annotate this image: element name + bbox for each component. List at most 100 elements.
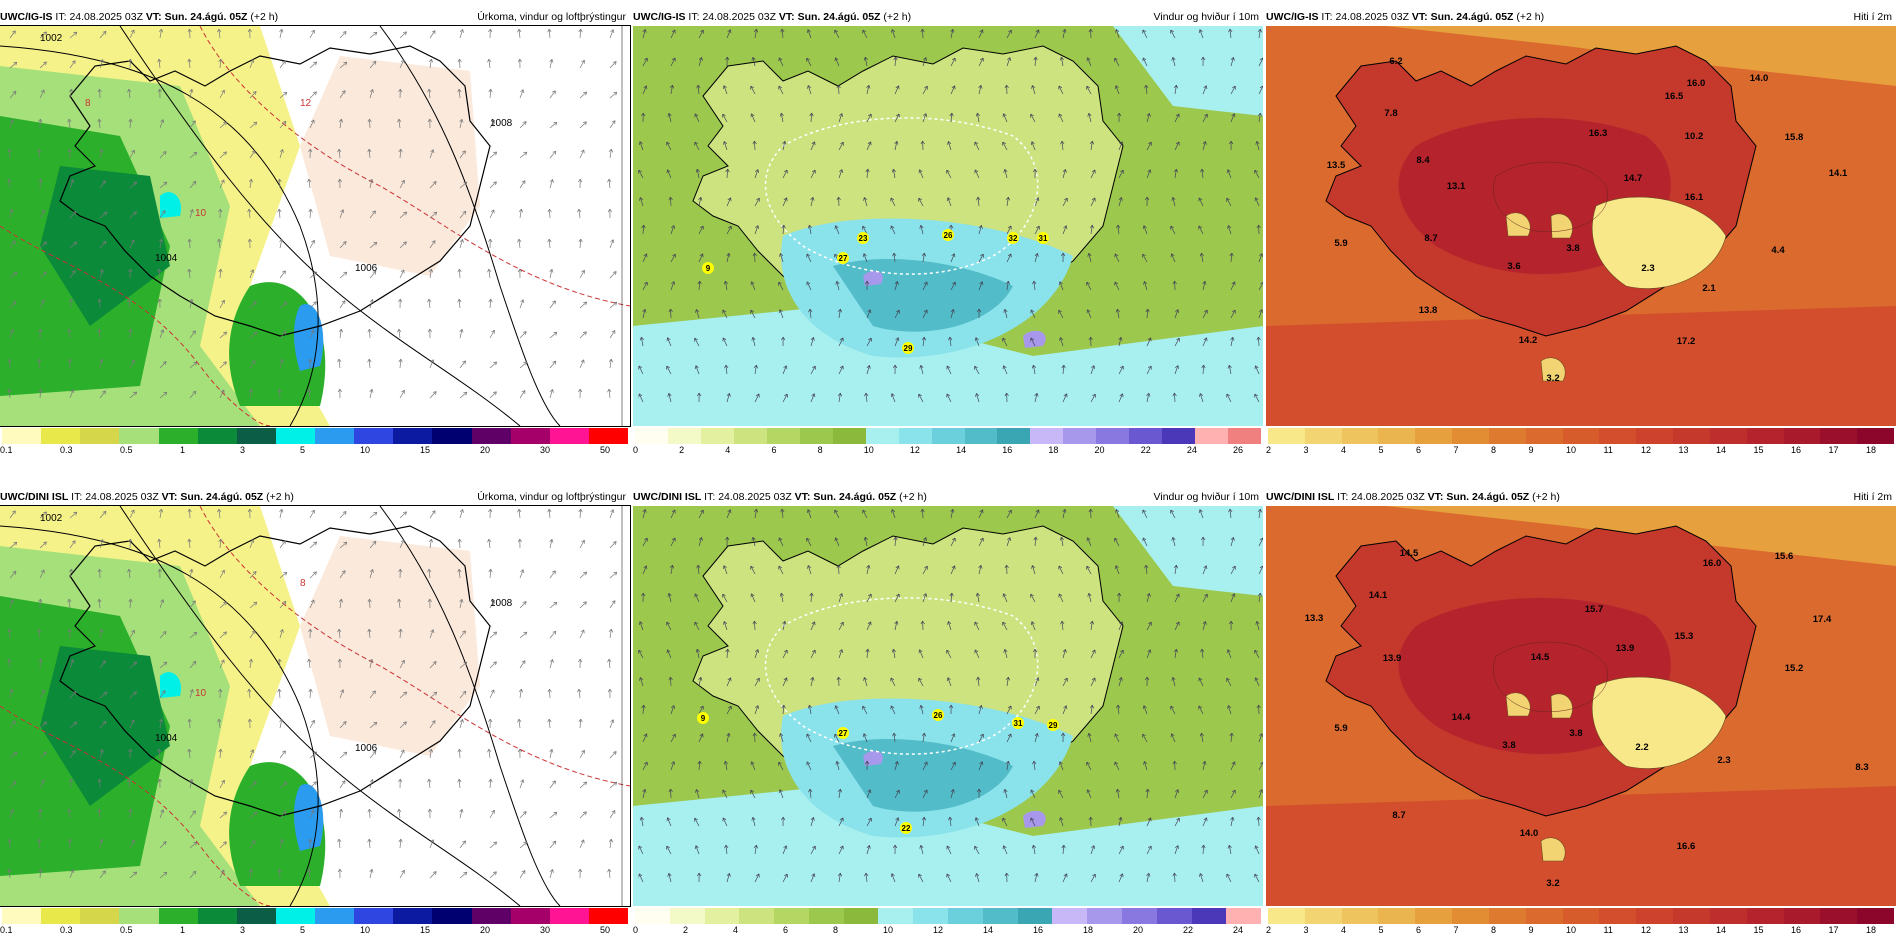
colorbar-tick-label: 10 [883,925,894,935]
map-svg: 27 26 31 29 9 22 [633,506,1263,906]
temperature-label: 3.2 [1546,878,1559,889]
temperature-label: 14.4 [1452,712,1471,723]
lead-time: (+2 h) [250,11,279,23]
colorbar-swatch [393,428,433,444]
init-time: 24.08.2025 03Z [1335,11,1409,23]
model-name: UWC/IG-IS [0,11,53,23]
colorbar-swatch [635,428,668,444]
colorbar-swatch [1228,428,1262,444]
isobar-line [0,705,271,906]
gust-zone [1023,330,1046,348]
colorbar-swatch [739,908,775,924]
colorbar-swatch [315,428,355,444]
glacier-cold-area [1505,212,1531,237]
colorbar-swatch [158,428,198,444]
model-name: UWC/DINI ISL [1266,491,1335,503]
map-area[interactable]: 6.2 16.0 14.0 7.8 16.5 10.2 16.3 15.8 13.5 8.4 14.… [1266,26,1896,426]
colorbar-swatch [700,428,734,444]
glacier-cold-area [1592,196,1727,289]
map-area[interactable]: 27 26 31 29 9 22 [633,506,1263,906]
colorbar-tick-label: 1 [180,445,186,455]
colorbar-swatch [2,908,42,924]
colorbar-swatch [865,428,899,444]
temperature-label: 15.2 [1785,663,1804,674]
colorbar-swatch [354,428,394,444]
isobar-label: 8 [85,98,91,109]
colorbar-swatch [1378,428,1416,444]
panel-igis-precip: UWC/IG-IS IT: 24.08.2025 03Z VT: Sun. 24… [0,8,631,458]
colorbar-swatch [197,908,237,924]
it-label: IT: [688,11,700,23]
colorbar-swatch [799,428,833,444]
colorbar-tick-label: 6 [771,445,777,455]
colorbar-tick-label: 4 [733,925,739,935]
colorbar-swatch [1636,908,1674,924]
colorbar-tick-label: 3 [240,445,246,455]
colorbar-swatch [704,908,740,924]
svg-text:26: 26 [944,231,953,240]
colorbar-tick-label: 14 [1716,925,1727,935]
isobars [0,26,630,426]
temperature-label: 3.2 [1546,373,1559,384]
temperature-label: 15.8 [1785,132,1804,143]
colorbar-swatch [1783,908,1821,924]
temperature-label: 16.3 [1589,128,1608,139]
colorbar-swatch [549,428,589,444]
colorbar-swatch [1096,428,1130,444]
map-svg: 6.2 16.0 14.0 7.8 16.5 10.2 16.3 15.8 13.5 8.4 14.… [1266,26,1896,426]
colorbar-tick-label: 16 [1033,925,1044,935]
svg-text:9: 9 [701,714,706,723]
isobar-line [199,506,630,787]
temperature-label: 14.1 [1829,168,1848,179]
map-area[interactable]: 1002 1004 1006 1008 10 8 [0,505,631,907]
temperature-label: 14.0 [1750,73,1769,84]
colorbar-swatch [1709,908,1747,924]
map-area[interactable]: 27 23 26 32 31 29 9 [633,26,1263,426]
glacier-cold-area [1550,213,1573,239]
temperature-label: 16.5 [1665,91,1684,102]
colorbar-swatch [588,908,628,924]
panel-dini-wind: UWC/DINI ISL IT: 24.08.2025 03Z VT: Sun.… [633,488,1263,938]
colorbar-swatch [1783,428,1821,444]
colorbar-swatch [1488,908,1526,924]
isobar-line [119,506,521,906]
temperature-label: 13.9 [1383,653,1402,664]
temperature-label: 10.2 [1685,131,1704,142]
panel-header: UWC/DINI ISL IT: 24.08.2025 03Z VT: Sun.… [0,488,630,506]
colorbar-swatch [1525,428,1563,444]
isotherm [1493,161,1608,233]
valid-time: Sun. 24.ágú. 05Z [797,11,881,23]
colorbar-swatch [1673,428,1710,444]
colorbar-swatch [354,908,394,924]
valid-time: Sun. 24.ágú. 05Z [180,491,264,503]
colorbar-swatch [588,428,628,444]
colorbar-tick-label: 16 [1002,445,1013,455]
svg-text:29: 29 [904,344,913,353]
temperature-label: 3.8 [1569,728,1582,739]
temperature-label: 14.7 [1624,173,1643,184]
colorbar-swatch [1452,428,1489,444]
gust-label: 23 [857,232,869,244]
map-area[interactable]: 1002 1004 1006 1008 10 12 8 [0,25,631,427]
colorbar-tick-label: 3 [240,925,246,935]
temperature-label: 16.6 [1677,841,1696,852]
panel-title: Vindur og hviður í 10m [1153,11,1259,23]
lead-time: (+2 h) [266,491,294,503]
vt-label: VT: [161,491,178,503]
map-svg: 14.5 16.0 15.6 14.1 13.3 15.7 17.4 15.3 13.9 13.9… [1266,506,1896,906]
svg-text:27: 27 [839,254,848,263]
colorbar-swatch [1452,908,1489,924]
gust-label: 27 [837,252,849,264]
colorbar-tick-label: 15 [420,445,431,455]
map-area[interactable]: 14.5 16.0 15.6 14.1 13.3 15.7 17.4 15.3 13.9 13.9… [1266,506,1896,906]
coastline [59,45,491,337]
temperature-label: 13.1 [1447,181,1466,192]
colorbar-swatch [119,908,159,924]
panel-header: UWC/IG-IS IT: 24.08.2025 03Z VT: Sun. 24… [633,8,1263,26]
colorbar-tick-label: 20 [1133,925,1144,935]
vt-label: VT: [1411,11,1428,23]
colorbar: 2 3 4 5 6 7 8 9 10 11 12 13 14 15 16 17 18 [1266,426,1896,456]
colorbar-tick-label: 17 [1828,925,1839,935]
wind-arrows [638,508,1263,883]
isobar-line [119,26,521,426]
